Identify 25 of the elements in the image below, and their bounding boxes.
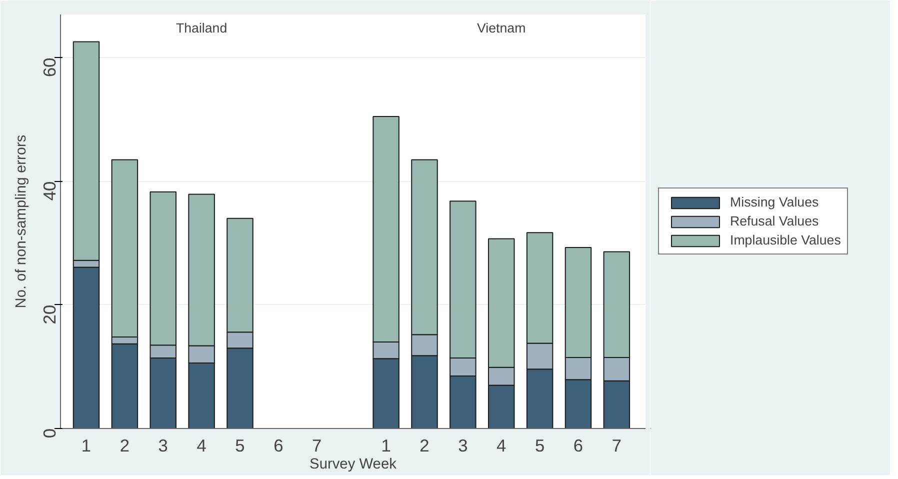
x-tick-label: 4 (196, 436, 207, 456)
legend-label: Missing Values (730, 194, 819, 210)
x-tick-label: 1 (381, 436, 391, 456)
annotation: Thailand (176, 20, 228, 36)
x-tick-label: 5 (235, 436, 245, 456)
y-tick-label: 20 (40, 304, 60, 324)
annotation: Vietnam (477, 20, 526, 36)
y-axis-title: No. of non-sampling errors (14, 134, 30, 308)
x-tick-label: 6 (573, 436, 584, 456)
y-tick-label: 60 (40, 58, 60, 78)
x-tick-label: 6 (274, 436, 284, 456)
x-tick-label: 3 (458, 436, 468, 456)
y-tick-label: 40 (40, 181, 60, 201)
x-axis-title: Survey Week (310, 456, 398, 472)
legend-label: Refusal Values (730, 214, 819, 228)
x-tick-label: 3 (158, 436, 168, 456)
x-tick-label: 2 (420, 436, 430, 456)
x-tick-label: 5 (534, 436, 545, 456)
x-tick-label: 7 (312, 436, 322, 456)
x-tick-label: 2 (120, 436, 130, 456)
y-tick-label: 0 (40, 428, 60, 438)
x-tick-label: 1 (81, 436, 92, 456)
x-tick-label: 4 (496, 436, 507, 456)
legend-label: Implausible Values (730, 232, 841, 248)
x-tick-label: 7 (612, 436, 622, 456)
